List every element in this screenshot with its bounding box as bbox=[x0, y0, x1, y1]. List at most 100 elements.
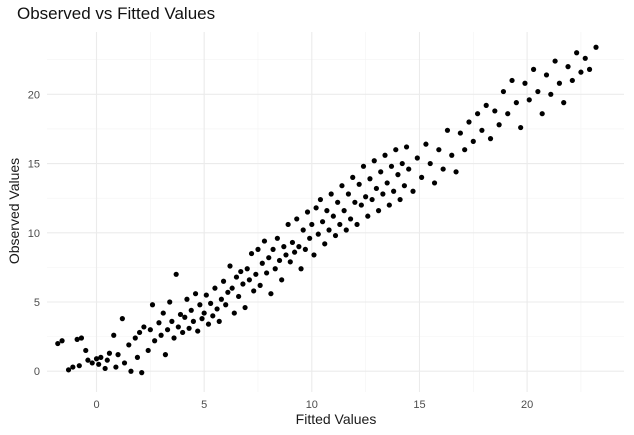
data-point bbox=[197, 302, 203, 308]
data-point bbox=[406, 166, 412, 172]
data-point bbox=[365, 213, 371, 219]
data-point bbox=[552, 58, 558, 64]
data-point bbox=[190, 318, 197, 324]
data-point bbox=[223, 302, 229, 308]
data-point bbox=[233, 274, 240, 280]
data-point bbox=[104, 357, 110, 363]
data-point bbox=[384, 180, 390, 186]
data-point bbox=[291, 249, 298, 255]
data-point bbox=[177, 311, 184, 318]
data-points bbox=[55, 44, 599, 376]
data-point bbox=[298, 266, 304, 272]
data-point bbox=[121, 360, 128, 366]
data-point bbox=[360, 163, 367, 169]
data-point bbox=[93, 356, 100, 362]
data-point bbox=[242, 304, 248, 311]
x-tick-label: 0 bbox=[93, 399, 99, 411]
data-point bbox=[427, 160, 433, 167]
data-point bbox=[149, 302, 156, 308]
data-point bbox=[462, 147, 468, 153]
data-point bbox=[345, 191, 352, 197]
data-point bbox=[205, 321, 212, 327]
data-point bbox=[180, 329, 186, 336]
y-tick-labels: 0 5 10 15 20 bbox=[28, 89, 40, 378]
data-point bbox=[423, 141, 429, 147]
data-point bbox=[65, 367, 72, 373]
data-point bbox=[257, 282, 263, 288]
data-point bbox=[160, 310, 166, 316]
data-point bbox=[380, 191, 386, 197]
data-point bbox=[479, 127, 485, 133]
data-point bbox=[526, 97, 532, 103]
data-point bbox=[283, 252, 289, 258]
data-point bbox=[328, 191, 334, 197]
data-point bbox=[76, 363, 82, 369]
data-point bbox=[251, 288, 257, 294]
data-point bbox=[343, 227, 349, 233]
x-tick-labels: 0 5 10 15 20 bbox=[93, 399, 533, 411]
data-point bbox=[147, 327, 153, 333]
data-point bbox=[152, 338, 158, 344]
data-point bbox=[119, 316, 125, 322]
data-point bbox=[141, 324, 147, 330]
data-point bbox=[307, 235, 313, 241]
data-point bbox=[399, 160, 405, 167]
data-point bbox=[419, 174, 425, 180]
data-point bbox=[313, 205, 319, 211]
data-point bbox=[188, 307, 194, 313]
data-point bbox=[410, 188, 416, 194]
data-point bbox=[356, 181, 362, 187]
data-point bbox=[403, 144, 410, 150]
data-point bbox=[496, 122, 502, 128]
data-point bbox=[212, 285, 218, 291]
data-point bbox=[240, 281, 246, 287]
data-point bbox=[431, 180, 438, 186]
data-point bbox=[264, 270, 270, 276]
data-point bbox=[505, 111, 511, 117]
data-point bbox=[457, 130, 463, 136]
data-point bbox=[492, 108, 498, 114]
data-point bbox=[304, 209, 311, 215]
data-point bbox=[322, 241, 328, 247]
data-point bbox=[102, 365, 108, 372]
data-point bbox=[574, 50, 580, 56]
data-point bbox=[453, 169, 459, 175]
data-point bbox=[132, 335, 138, 341]
data-point bbox=[382, 152, 388, 158]
data-point bbox=[315, 231, 321, 237]
data-point bbox=[106, 350, 113, 356]
data-point bbox=[272, 266, 278, 272]
data-point bbox=[289, 239, 296, 246]
data-point bbox=[128, 368, 134, 374]
data-point bbox=[231, 310, 237, 316]
data-point bbox=[470, 138, 476, 144]
data-point bbox=[324, 208, 330, 214]
data-point bbox=[236, 293, 242, 300]
y-tick-label: 15 bbox=[28, 159, 40, 171]
data-point bbox=[136, 329, 143, 336]
data-point bbox=[218, 296, 224, 302]
data-point bbox=[339, 183, 345, 189]
data-point bbox=[173, 271, 179, 277]
data-point bbox=[578, 69, 584, 75]
data-point bbox=[440, 166, 446, 172]
data-point bbox=[487, 136, 494, 142]
data-point bbox=[59, 338, 65, 344]
data-point bbox=[279, 277, 285, 283]
data-point bbox=[561, 100, 567, 106]
data-point bbox=[210, 313, 216, 319]
data-point bbox=[214, 306, 220, 312]
data-point bbox=[436, 147, 442, 153]
data-point bbox=[186, 325, 192, 331]
data-point bbox=[203, 292, 209, 298]
data-point bbox=[363, 194, 369, 200]
data-point bbox=[164, 327, 171, 333]
data-point bbox=[388, 163, 395, 169]
data-point bbox=[246, 277, 252, 283]
data-point bbox=[171, 335, 177, 341]
data-point bbox=[261, 238, 268, 244]
data-point bbox=[393, 147, 399, 153]
data-point bbox=[255, 246, 261, 252]
data-point bbox=[83, 347, 89, 354]
